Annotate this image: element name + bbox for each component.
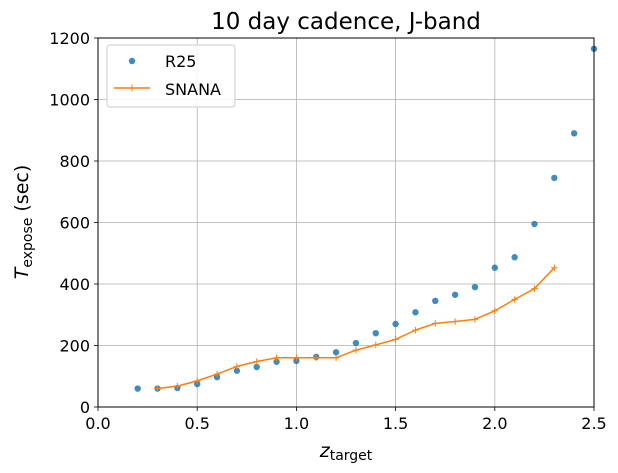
data-point-r25 xyxy=(451,291,459,298)
data-point-r25 xyxy=(570,130,578,137)
x-tick-label: 2.5 xyxy=(581,414,606,433)
data-point-r25 xyxy=(233,367,241,374)
data-point-snana xyxy=(332,354,340,361)
x-axis-label-sub: target xyxy=(330,448,373,464)
data-point-r25 xyxy=(392,320,399,328)
x-tick-label: 1.5 xyxy=(383,414,408,433)
data-point-r25 xyxy=(471,283,479,291)
legend-marker-snana xyxy=(128,84,136,92)
legend: R25 SNANA xyxy=(106,44,236,108)
x-tick-label: 0.5 xyxy=(184,414,209,433)
y-tick-label: 0 xyxy=(80,398,90,417)
data-point-snana xyxy=(253,358,260,365)
legend-label-snana: SNANA xyxy=(165,80,221,99)
data-point-snana xyxy=(194,377,201,385)
data-point-r25 xyxy=(253,363,260,371)
legend-box xyxy=(106,44,236,108)
y-tick-label: 600 xyxy=(59,214,90,233)
data-point-snana xyxy=(213,370,221,378)
data-point-r25 xyxy=(432,297,439,305)
data-point-r25 xyxy=(491,264,498,271)
data-point-snana xyxy=(511,296,518,303)
y-axis-label: Texpose (sec) xyxy=(11,165,36,280)
data-point-snana xyxy=(154,385,161,392)
data-point-snana xyxy=(233,363,241,370)
x-axis-label-main: z xyxy=(319,440,331,462)
data-point-snana xyxy=(412,326,419,334)
data-point-snana xyxy=(392,336,399,343)
axis-ticks: 0.0 0.5 1.0 1.5 2.0 2.5 0 200 400 600 800 1000 1200 xyxy=(49,29,606,433)
x-tick-label: 0.0 xyxy=(85,414,110,433)
data-point-r25 xyxy=(273,358,280,365)
data-point-snana xyxy=(491,307,498,314)
y-tick-label: 800 xyxy=(59,152,90,171)
y-axis-label-main: T xyxy=(11,266,33,279)
data-point-r25 xyxy=(352,339,360,347)
data-point-snana xyxy=(293,354,300,361)
data-point-snana xyxy=(273,354,280,361)
legend-label-r25: R25 xyxy=(165,52,196,71)
data-point-snana xyxy=(432,320,439,327)
x-tick-label: 1.0 xyxy=(284,414,309,433)
y-axis-label-unit: (sec) xyxy=(11,165,33,218)
plot-series xyxy=(134,45,598,392)
data-point-r25 xyxy=(412,309,419,316)
data-point-snana xyxy=(471,316,479,323)
data-point-snana xyxy=(313,354,320,361)
data-point-snana xyxy=(372,341,379,349)
data-point-snana xyxy=(451,318,459,325)
y-tick-label: 400 xyxy=(59,275,90,294)
chart-title: 10 day cadence, J-band xyxy=(211,9,481,35)
data-point-r25 xyxy=(531,220,538,228)
data-point-snana xyxy=(551,264,558,271)
y-tick-label: 1000 xyxy=(49,91,90,110)
data-point-r25 xyxy=(511,254,518,261)
data-point-r25 xyxy=(332,349,340,356)
legend-marker-r25 xyxy=(128,57,136,65)
data-point-r25 xyxy=(551,174,558,182)
data-point-r25 xyxy=(134,385,141,392)
data-point-snana xyxy=(174,382,181,390)
y-tick-label: 1200 xyxy=(49,29,90,48)
y-axis-label-sub: expose xyxy=(20,218,36,268)
x-axis-label: ztarget xyxy=(319,440,373,464)
x-tick-label: 2.0 xyxy=(482,414,507,433)
data-point-snana xyxy=(352,346,360,354)
y-tick-label: 200 xyxy=(59,337,90,356)
data-point-r25 xyxy=(372,330,379,337)
data-point-snana xyxy=(531,285,538,292)
